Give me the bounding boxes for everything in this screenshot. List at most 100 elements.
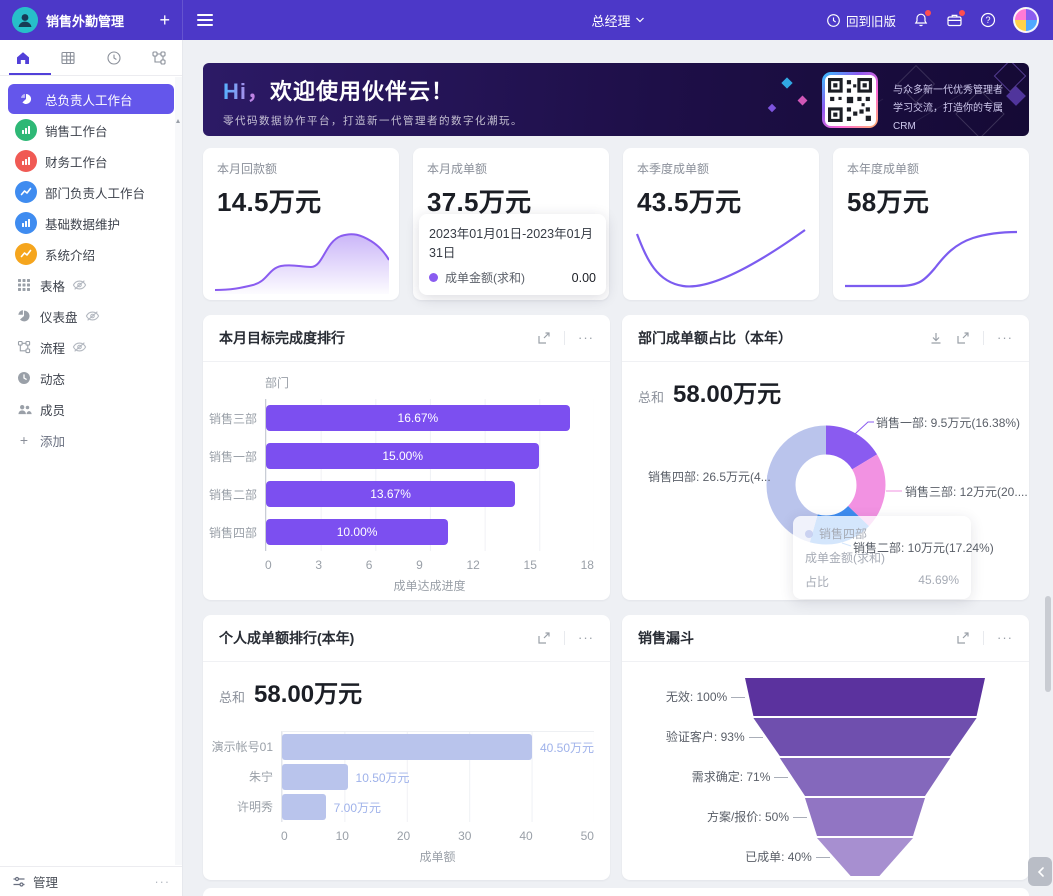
stat-card-yearly-deals[interactable]: 本年度成单额 58万元 xyxy=(833,148,1029,300)
series-dot xyxy=(429,273,438,282)
tab-tables[interactable] xyxy=(46,40,92,75)
role-selector[interactable]: 总经理 xyxy=(591,11,644,30)
sidebar-item-members[interactable]: 成员 xyxy=(8,394,174,424)
sidebar-item-workspace-3[interactable]: 部门负责人工作台 xyxy=(8,177,174,207)
more-menu-button[interactable]: ··· xyxy=(578,330,594,345)
expand-icon[interactable] xyxy=(956,331,970,345)
more-menu-button[interactable]: ··· xyxy=(997,330,1013,345)
active-tab-underline xyxy=(9,73,51,75)
category-label: 销售三部 xyxy=(208,411,257,426)
flow-icon xyxy=(15,340,33,354)
svg-text:?: ? xyxy=(985,15,990,25)
bar-value-label: 10.00% xyxy=(336,525,378,539)
add-app-button[interactable]: + xyxy=(159,10,170,30)
funnel-segment-4[interactable] xyxy=(817,838,913,876)
tab-history[interactable] xyxy=(91,40,137,75)
bar[interactable]: 16.67% xyxy=(266,405,570,431)
back-to-old-version-button[interactable]: 回到旧版 xyxy=(826,11,896,30)
help-button[interactable]: ? xyxy=(980,12,996,28)
sidebar-scrollbar[interactable] xyxy=(175,77,182,865)
stat-card-monthly-collection[interactable]: 本月回款额 14.5万元 xyxy=(203,148,399,300)
funnel-label-0: 无效: 100% xyxy=(665,690,728,704)
topbar-main: 总经理 回到旧版 ? xyxy=(183,0,1053,40)
banner-title: Hi，欢迎使用伙伴云！ xyxy=(223,74,1009,106)
funnel-segment-1[interactable] xyxy=(753,718,977,756)
slice-label: 销售三部: 12万元(20.... xyxy=(905,485,1028,499)
expand-icon[interactable] xyxy=(537,331,551,345)
manage-more-button[interactable]: ··· xyxy=(154,874,170,889)
sidebar-item-workspace-5[interactable]: 系统介绍 xyxy=(8,239,174,269)
expand-icon[interactable] xyxy=(537,631,551,645)
stat-label: 本年度成单额 xyxy=(847,162,920,176)
menu-toggle-icon[interactable] xyxy=(197,11,213,29)
panel-title: 部门成单额占比（本年） xyxy=(638,330,792,346)
stat-value: 58万元 xyxy=(847,187,930,217)
sidebar-item-activity[interactable]: 动态 xyxy=(8,363,174,393)
notifications-button[interactable] xyxy=(913,10,931,28)
stat-label: 本月回款额 xyxy=(217,162,278,176)
y-axis-title: 部门 xyxy=(265,376,290,390)
panel-title: 销售漏斗 xyxy=(638,630,694,646)
panel-title: 个人成单额排行(本年) xyxy=(219,630,355,646)
sidebar-item-workspace-1[interactable]: 销售工作台 xyxy=(8,115,174,145)
funnel-segment-3[interactable] xyxy=(805,798,925,836)
funnel-segment-2[interactable] xyxy=(779,758,951,796)
bar-value-label: 7.00万元 xyxy=(333,800,382,815)
download-icon[interactable] xyxy=(929,331,943,345)
sidebar-item-flows[interactable]: 流程 xyxy=(8,332,174,362)
sidebar-item-workspace-4[interactable]: 基础数据维护 xyxy=(8,208,174,238)
sidebar-item-dashboards[interactable]: 仪表盘 xyxy=(8,301,174,331)
sidebar-add-button[interactable]: + 添加 xyxy=(8,425,174,455)
tab-home[interactable] xyxy=(0,40,46,75)
funnel-segment-0[interactable] xyxy=(745,678,985,716)
topbar-icons: 回到旧版 ? xyxy=(826,7,1039,33)
eye-off-icon[interactable] xyxy=(72,341,87,353)
bar[interactable]: 13.67% xyxy=(266,481,516,507)
eye-off-icon[interactable] xyxy=(85,310,100,322)
bar-row: 13.67% xyxy=(266,475,594,513)
charts-row-2: 个人成单额排行(本年) ··· 总和 58.00万元 演示帐号01 xyxy=(203,615,1029,880)
donut-slice-1[interactable] xyxy=(766,425,886,545)
notification-badge xyxy=(925,10,931,16)
scrollbar-thumb[interactable] xyxy=(1045,596,1051,692)
panel-monthly-target: 本月目标完成度排行 ··· 部门 销售三部 销售一部 销售二部 xyxy=(203,315,610,600)
stat-card-monthly-deals[interactable]: 本月成单额 37.5万元 2023年01月01日-2023年01月31日 成单金… xyxy=(413,148,609,300)
x-axis-title: 成单额 xyxy=(419,850,456,864)
pie-chart-icon xyxy=(15,88,37,110)
donut-slice-3[interactable] xyxy=(766,425,886,545)
workbench-button[interactable] xyxy=(946,10,965,28)
sidebar-item-workspace-0[interactable]: 总负责人工作台 xyxy=(8,84,174,114)
slice-label: 销售一部: 9.5万元(16.38%) xyxy=(876,416,1021,430)
tab-flows[interactable] xyxy=(137,40,183,75)
bar-row: 15.00% xyxy=(266,437,594,475)
bar[interactable] xyxy=(282,794,326,820)
category-label: 朱宁 xyxy=(248,769,273,784)
back-to-old-label: 回到旧版 xyxy=(845,14,896,29)
total-row: 总和 58.00万元 xyxy=(219,674,594,709)
funnel-label-4: 已成单: 40% xyxy=(745,850,812,864)
more-menu-button[interactable]: ··· xyxy=(578,630,594,645)
bar[interactable]: 15.00% xyxy=(266,443,540,469)
sidebar-item-tables[interactable]: 表格 xyxy=(8,270,174,300)
eye-off-icon[interactable] xyxy=(72,279,87,291)
user-avatar[interactable] xyxy=(1013,7,1039,33)
total-value: 58.00万元 xyxy=(254,681,363,708)
bar[interactable] xyxy=(282,734,532,760)
bar[interactable]: 10.00% xyxy=(266,519,449,545)
sidebar-item-workspace-2[interactable]: 财务工作台 xyxy=(8,146,174,176)
app-logo[interactable] xyxy=(12,7,38,33)
next-card-edge xyxy=(203,888,1029,896)
manage-button[interactable]: 管理 ··· xyxy=(0,866,182,896)
stat-card-quarterly-deals[interactable]: 本季度成单额 43.5万元 xyxy=(623,148,819,300)
x-axis-title: 成单达成进度 xyxy=(393,579,466,593)
people-icon xyxy=(15,403,33,416)
series-dot xyxy=(805,529,813,538)
total-label: 总和 xyxy=(638,390,665,405)
bar[interactable] xyxy=(282,764,348,790)
more-menu-button[interactable]: ··· xyxy=(997,630,1013,645)
collapse-sidebar-button[interactable] xyxy=(1028,857,1052,886)
banner-decoration xyxy=(767,63,1027,136)
bar-chart-icon xyxy=(15,119,37,141)
expand-icon[interactable] xyxy=(956,631,970,645)
clock-icon xyxy=(107,50,121,65)
